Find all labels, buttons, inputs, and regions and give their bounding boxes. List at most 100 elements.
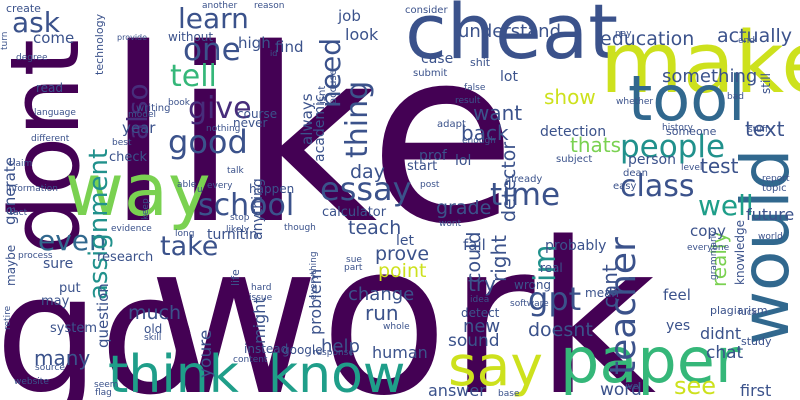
word-lot: lot (500, 69, 518, 85)
word-year: year (122, 119, 156, 137)
word-teacher: teacher (603, 237, 644, 375)
word-happen: happen (249, 182, 294, 196)
word-might: might (250, 297, 269, 344)
word-lol: lol (455, 153, 471, 169)
word-different: different (31, 134, 70, 144)
word-would: would (727, 149, 800, 345)
word-software: software (510, 299, 549, 309)
word-retire: retire (3, 305, 13, 330)
word-ask: ask (12, 6, 61, 39)
word-research: research (97, 250, 153, 265)
word-report: report (762, 174, 790, 184)
word-make: make (600, 14, 800, 113)
word-grammarly: grammarly (709, 230, 719, 280)
word-yes: yes (666, 318, 690, 334)
word-prof: prof (419, 148, 448, 164)
word-detect: detect (461, 306, 500, 320)
word-human: human (372, 343, 428, 362)
word-like: like (105, 0, 516, 277)
word-likely: likely (226, 225, 250, 235)
word-old: old (144, 322, 162, 336)
word-could: could (463, 232, 485, 283)
word-cheat: cheat (405, 0, 618, 76)
word-day: day (350, 161, 385, 183)
word-accuse: accuse (328, 69, 339, 104)
word-part: part (344, 263, 363, 273)
word-point: point (378, 260, 426, 282)
word-result: result (455, 96, 481, 106)
word-book: book (168, 98, 191, 108)
word-may: may (41, 294, 70, 309)
word-sue: sue (346, 255, 362, 265)
word-nothing: nothing (206, 124, 240, 134)
word-copy: copy (690, 222, 726, 240)
word-create: create (6, 2, 41, 15)
word-word: word (600, 380, 642, 400)
word-maybe: maybe (4, 245, 18, 286)
word-find: find (275, 38, 303, 56)
word-generate: generate (1, 157, 19, 225)
word-another: another (202, 1, 237, 11)
word-didnt: didnt (700, 324, 741, 343)
word-one: one (183, 32, 241, 68)
word-much: much (128, 302, 181, 324)
word-evidence: evidence (111, 224, 152, 234)
word-someone: someone (666, 125, 717, 138)
word-issue: issue (249, 293, 273, 303)
word-course: course (237, 107, 277, 121)
word-fail: fail (463, 236, 486, 254)
word-base: base (498, 389, 520, 399)
word-writing: writing (136, 103, 170, 114)
word-reason: reason (254, 1, 284, 11)
word-plagiarism: plagiarism (710, 304, 768, 317)
word-information: information (6, 184, 58, 194)
word-start: start (407, 159, 437, 174)
word-calculator: calculator (322, 205, 387, 220)
word-paper: paper (560, 324, 741, 397)
word-im: im (528, 244, 563, 282)
word-long: long (175, 229, 194, 239)
word-read: read (36, 81, 63, 95)
word-put: put (59, 281, 81, 296)
word-person: person (628, 152, 676, 168)
word-topic: topic (762, 183, 787, 194)
word-also: also (121, 83, 154, 140)
word-real: real (540, 261, 563, 275)
word-false: false (464, 83, 486, 93)
word-flag: flag (95, 388, 112, 398)
word-model: model (128, 110, 156, 120)
word-wrong: wrong (514, 278, 551, 292)
word-take: take (160, 231, 218, 262)
word-response: response (313, 348, 354, 358)
word-thing: thing (340, 81, 375, 158)
word-detector: detector (498, 142, 520, 222)
word-hard: hard (251, 283, 271, 293)
word-subject: subject (556, 154, 592, 165)
word-teach: teach (348, 217, 401, 239)
word-doesnt: doesnt (528, 319, 593, 341)
word-sound: sound (448, 331, 500, 351)
word-high: high (238, 34, 271, 52)
word-need: need (314, 38, 347, 108)
word-run: run (365, 301, 399, 325)
word-show: show (544, 85, 596, 109)
word-skill: skill (144, 333, 161, 343)
word-easy: easy (613, 181, 636, 192)
word-ive: ive (625, 382, 639, 392)
word-try: try (468, 272, 496, 296)
word-first: first (740, 381, 771, 400)
word-though: though (284, 223, 316, 233)
word-keep: keep (141, 198, 151, 220)
word-school: school (198, 188, 294, 223)
word-idea: idea (470, 295, 489, 305)
word-test: test (700, 154, 739, 178)
word-even: even (38, 224, 107, 257)
word-world: world (758, 232, 783, 242)
word-probably: probably (545, 238, 606, 254)
word-answer: answer (428, 381, 486, 400)
word-future: future (746, 205, 794, 224)
word-life: life (229, 269, 242, 286)
word-problem: problem (306, 269, 325, 335)
